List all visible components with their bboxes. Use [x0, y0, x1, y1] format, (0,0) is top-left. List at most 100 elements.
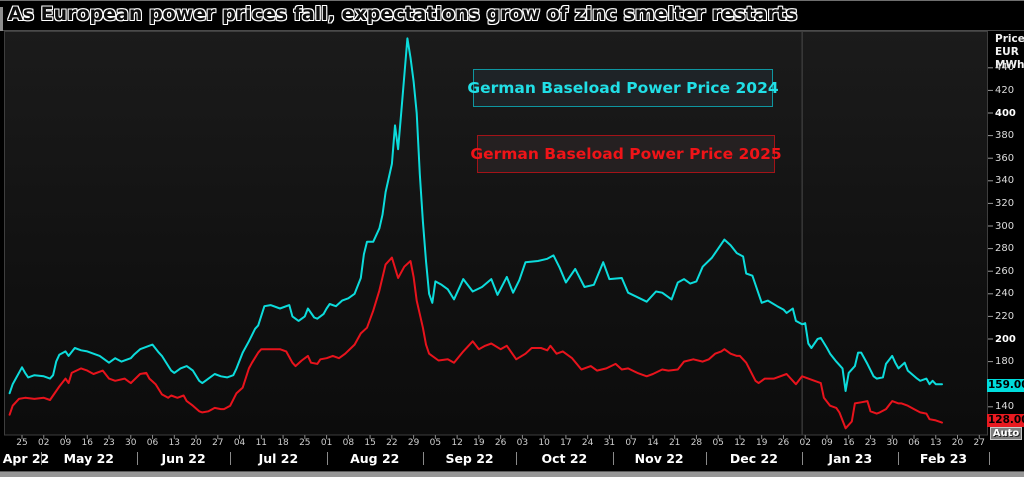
y-tick-label: 440: [995, 62, 1015, 74]
x-axis-day-label: 03: [516, 438, 529, 448]
y-tick-label: 360: [995, 152, 1015, 164]
month-separator: [230, 452, 232, 465]
auto-scale-button[interactable]: Auto: [990, 427, 1022, 440]
x-axis-day-label: 09: [821, 438, 833, 448]
x-axis-day-label: 28: [690, 438, 703, 448]
x-axis-month-label: Feb 23: [919, 451, 968, 466]
month-separator: [136, 452, 138, 465]
x-axis-day-label: 20: [190, 438, 202, 448]
x-axis-day-label: 25: [299, 438, 311, 448]
month-separator: [40, 452, 42, 465]
month-separator: [705, 452, 707, 465]
y-axis-title-line: MWh: [995, 59, 1024, 71]
month-separator: [898, 452, 900, 465]
x-axis-day-label: 31: [603, 438, 616, 448]
legend-box-2024[interactable]: German Baseload Power Price 2024: [467, 69, 779, 107]
x-axis-day-label: 05: [712, 438, 724, 448]
legend-label-2025: German Baseload Power Price 2025: [470, 145, 782, 163]
x-axis-day-label: 30: [125, 438, 137, 448]
x-axis-day-label: 15: [364, 438, 376, 448]
x-axis-day-label: 12: [734, 438, 746, 448]
month-separator: [612, 452, 614, 465]
x-axis-day-label: 12: [451, 438, 463, 448]
x-axis-day-label: 06: [908, 438, 920, 448]
x-axis-day-label: 11: [255, 438, 268, 448]
month-separator: [802, 452, 804, 465]
x-axis-day-label: 30: [886, 438, 898, 448]
y-tick-label: 380: [995, 130, 1015, 142]
y-axis-title-line: Price: [995, 33, 1024, 45]
y-tick-label: 200: [995, 333, 1016, 345]
y-tick-label: 220: [995, 310, 1015, 322]
x-axis-day-label: 06: [146, 438, 159, 448]
x-axis-day-label: 02: [38, 438, 50, 448]
x-axis-day-label: 27: [973, 438, 985, 448]
x-axis-day-label: 26: [494, 438, 507, 448]
y-tick-label: 320: [995, 197, 1015, 209]
y-tick-label: 300: [995, 220, 1015, 232]
series-line-2025: [8, 256, 943, 430]
y-tick-label: 280: [995, 243, 1015, 255]
x-axis-day-label: 10: [538, 438, 550, 448]
x-axis-day-label: 05: [429, 438, 442, 448]
y-tick-label: 180: [995, 356, 1015, 368]
x-axis-month-label: May 22: [63, 451, 115, 466]
x-axis-day-label: 13: [168, 438, 181, 448]
x-axis-month-label: Apr 22: [2, 451, 50, 466]
x-axis-month-label: Sep 22: [445, 451, 494, 466]
x-axis-day-label: 13: [930, 438, 942, 448]
x-axis-day-label: 14: [647, 438, 659, 448]
month-separator: [422, 452, 424, 465]
x-axis-day-label: 17: [560, 438, 572, 448]
x-axis-day-label: 08: [342, 438, 355, 448]
x-axis-month-label: Nov 22: [634, 451, 684, 466]
y-tick-label: 260: [995, 265, 1015, 277]
x-axis-month-label: Jan 23: [828, 451, 873, 466]
chart-title: As European power prices fall, expectati…: [8, 3, 798, 25]
x-axis-day-label: 16: [842, 438, 855, 448]
title-bar: As European power prices fall, expectati…: [0, 1, 1024, 31]
x-axis-day-label: 19: [473, 438, 485, 448]
x-axis-day-label: 27: [212, 438, 224, 448]
y-axis-title: Price EUR MWh: [995, 33, 1024, 72]
y-tick-label: 420: [995, 84, 1015, 96]
bottom-window-strip: [0, 471, 1024, 477]
x-axis-day-label: 07: [625, 438, 637, 448]
x-axis-day-label: 23: [864, 438, 877, 448]
x-axis-day-label: 18: [277, 438, 289, 448]
x-axis-month-label: Oct 22: [541, 451, 588, 466]
y-tick-label: 340: [995, 175, 1015, 187]
last-price-flag-2025: 128.00: [987, 414, 1024, 427]
x-axis-day-label: 01: [320, 438, 333, 448]
x-axis-day-label: 02: [799, 438, 811, 448]
series-line-2024: [8, 37, 943, 395]
y-axis-title-line: EUR: [995, 46, 1019, 58]
x-axis-day-label: 19: [755, 438, 768, 448]
month-separator: [516, 452, 518, 465]
legend-box-2025[interactable]: German Baseload Power Price 2025: [470, 135, 782, 173]
month-separator: [988, 452, 990, 465]
legend-label-2024: German Baseload Power Price 2024: [467, 79, 779, 97]
y-tick-label: 140: [995, 401, 1015, 413]
x-axis-month-label: Jul 22: [258, 451, 299, 466]
x-axis-day-label: 29: [407, 438, 420, 448]
x-axis-day-label: 16: [81, 438, 93, 448]
x-axis-day-label: 22: [386, 438, 398, 448]
y-tick-label: 240: [995, 288, 1015, 300]
x-axis-month-label: Dec 22: [729, 451, 778, 466]
x-axis-day-label: 21: [668, 438, 681, 448]
x-axis-month-label: Jun 22: [161, 451, 206, 466]
x-axis-day-label: 25: [16, 438, 28, 448]
window-edge: [0, 7, 3, 31]
x-axis-day-label: 09: [59, 438, 72, 448]
x-axis-day-label: 20: [951, 438, 964, 448]
x-axis-day-label: 26: [777, 438, 790, 448]
plot-frame: [4, 31, 988, 436]
x-axis-day-label: 23: [103, 438, 115, 448]
x-axis-month-label: Aug 22: [350, 451, 400, 466]
last-price-flag-2024: 159.00: [987, 379, 1024, 392]
x-axis-day-label: 24: [581, 438, 594, 448]
month-separator: [326, 452, 328, 465]
